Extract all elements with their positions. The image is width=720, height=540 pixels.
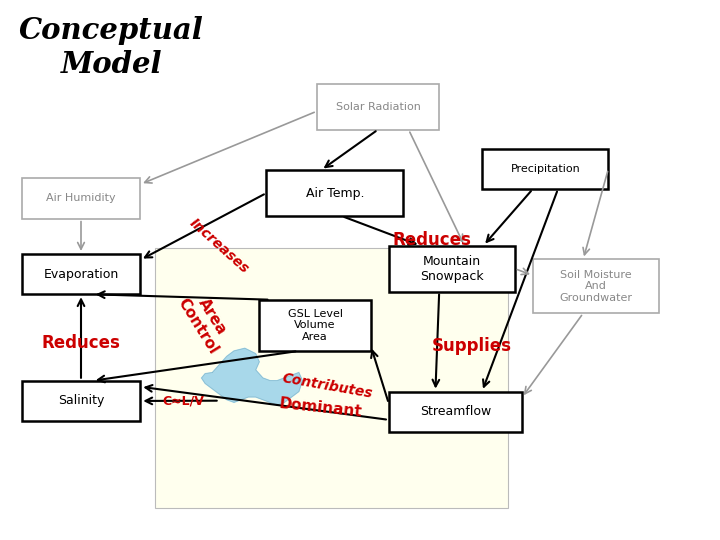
Text: Contributes: Contributes xyxy=(282,371,374,401)
Text: Increases: Increases xyxy=(187,215,252,276)
Text: C≈L/V: C≈L/V xyxy=(163,395,204,408)
Text: Evaporation: Evaporation xyxy=(43,267,119,281)
Bar xyxy=(533,259,659,313)
Bar xyxy=(22,178,140,219)
Text: Salinity: Salinity xyxy=(58,394,104,408)
Text: Mountain
Snowpack: Mountain Snowpack xyxy=(420,255,484,282)
Bar xyxy=(266,170,403,216)
Text: Dominant: Dominant xyxy=(278,396,363,420)
Bar xyxy=(22,254,140,294)
Bar xyxy=(389,392,522,432)
Bar xyxy=(317,84,439,130)
Bar xyxy=(389,246,515,292)
Text: Supplies: Supplies xyxy=(431,336,512,355)
Polygon shape xyxy=(202,348,302,405)
Text: Streamflow: Streamflow xyxy=(420,405,491,418)
Text: Conceptual
Model: Conceptual Model xyxy=(19,16,204,79)
Text: Air Temp.: Air Temp. xyxy=(305,186,364,200)
Text: Area
Control: Area Control xyxy=(175,286,235,356)
Bar xyxy=(259,300,371,351)
Text: Precipitation: Precipitation xyxy=(510,164,580,174)
Text: Reduces: Reduces xyxy=(42,334,121,352)
Bar xyxy=(155,248,508,508)
Text: Soil Moisture
And
Groundwater: Soil Moisture And Groundwater xyxy=(559,269,632,303)
Text: Reduces: Reduces xyxy=(392,231,472,249)
Text: GSL Level
Volume
Area: GSL Level Volume Area xyxy=(287,309,343,342)
Bar xyxy=(22,381,140,421)
Text: Air Humidity: Air Humidity xyxy=(46,193,116,204)
Bar xyxy=(482,148,608,189)
Text: Solar Radiation: Solar Radiation xyxy=(336,102,420,112)
